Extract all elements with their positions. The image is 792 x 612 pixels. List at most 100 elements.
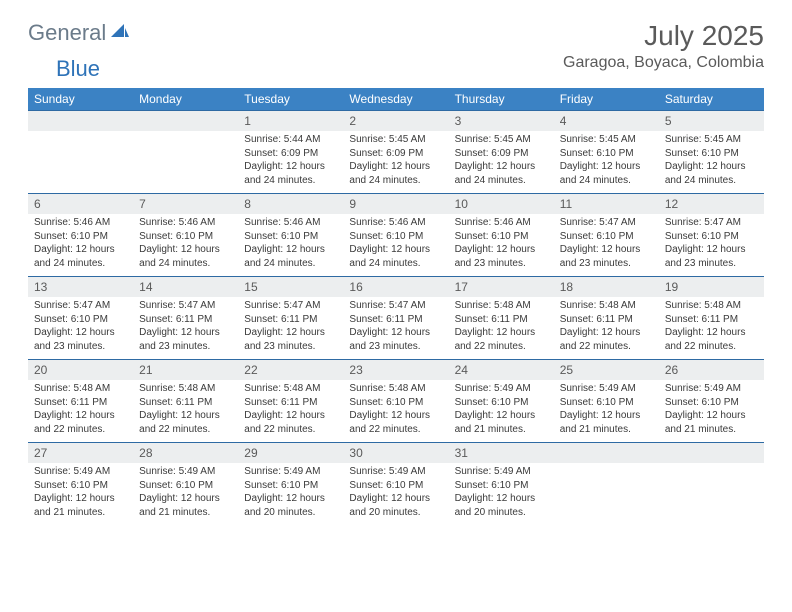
day-number-cell: [133, 111, 238, 132]
weekday-header: Sunday: [28, 88, 133, 111]
sunrise-line: Sunrise: 5:46 AM: [349, 216, 442, 230]
weekday-header: Tuesday: [238, 88, 343, 111]
day-detail-cell: Sunrise: 5:49 AMSunset: 6:10 PMDaylight:…: [449, 380, 554, 443]
daylight-line: Daylight: 12 hours and 24 minutes.: [665, 160, 758, 187]
weekday-header: Monday: [133, 88, 238, 111]
sunrise-line: Sunrise: 5:49 AM: [455, 465, 548, 479]
sunset-line: Sunset: 6:11 PM: [349, 313, 442, 327]
daylight-line: Daylight: 12 hours and 21 minutes.: [455, 409, 548, 436]
calendar-body: 12345Sunrise: 5:44 AMSunset: 6:09 PMDayl…: [28, 111, 764, 526]
day-detail-cell: Sunrise: 5:45 AMSunset: 6:10 PMDaylight:…: [659, 131, 764, 194]
sunset-line: Sunset: 6:10 PM: [455, 230, 548, 244]
sunrise-line: Sunrise: 5:47 AM: [560, 216, 653, 230]
day-number-cell: 17: [449, 277, 554, 298]
sunrise-line: Sunrise: 5:46 AM: [455, 216, 548, 230]
day-number-cell: [659, 443, 764, 464]
sunset-line: Sunset: 6:10 PM: [349, 230, 442, 244]
daylight-line: Daylight: 12 hours and 24 minutes.: [244, 160, 337, 187]
weekday-row: SundayMondayTuesdayWednesdayThursdayFrid…: [28, 88, 764, 111]
day-detail-cell: Sunrise: 5:46 AMSunset: 6:10 PMDaylight:…: [449, 214, 554, 277]
day-detail-cell: Sunrise: 5:48 AMSunset: 6:10 PMDaylight:…: [343, 380, 448, 443]
daylight-line: Daylight: 12 hours and 22 minutes.: [560, 326, 653, 353]
sunrise-line: Sunrise: 5:49 AM: [34, 465, 127, 479]
day-number-cell: 14: [133, 277, 238, 298]
sunset-line: Sunset: 6:10 PM: [665, 147, 758, 161]
weekday-header: Wednesday: [343, 88, 448, 111]
day-detail-cell: Sunrise: 5:49 AMSunset: 6:10 PMDaylight:…: [659, 380, 764, 443]
day-number-row: 20212223242526: [28, 360, 764, 381]
sunrise-line: Sunrise: 5:49 AM: [139, 465, 232, 479]
logo-sail-icon: [110, 22, 130, 45]
day-detail-cell: Sunrise: 5:49 AMSunset: 6:10 PMDaylight:…: [133, 463, 238, 525]
daylight-line: Daylight: 12 hours and 24 minutes.: [560, 160, 653, 187]
day-detail-cell: Sunrise: 5:47 AMSunset: 6:10 PMDaylight:…: [554, 214, 659, 277]
day-detail-cell: [133, 131, 238, 194]
day-detail-cell: Sunrise: 5:48 AMSunset: 6:11 PMDaylight:…: [554, 297, 659, 360]
sunrise-line: Sunrise: 5:47 AM: [244, 299, 337, 313]
sunset-line: Sunset: 6:11 PM: [139, 396, 232, 410]
daylight-line: Daylight: 12 hours and 21 minutes.: [139, 492, 232, 519]
day-detail-cell: Sunrise: 5:49 AMSunset: 6:10 PMDaylight:…: [449, 463, 554, 525]
sunrise-line: Sunrise: 5:45 AM: [665, 133, 758, 147]
daylight-line: Daylight: 12 hours and 20 minutes.: [244, 492, 337, 519]
sunset-line: Sunset: 6:10 PM: [560, 147, 653, 161]
day-number-cell: 27: [28, 443, 133, 464]
sunset-line: Sunset: 6:10 PM: [665, 396, 758, 410]
logo: General: [28, 20, 132, 46]
day-number-cell: 2: [343, 111, 448, 132]
day-detail-cell: Sunrise: 5:46 AMSunset: 6:10 PMDaylight:…: [133, 214, 238, 277]
calendar-head: SundayMondayTuesdayWednesdayThursdayFrid…: [28, 88, 764, 111]
daylight-line: Daylight: 12 hours and 24 minutes.: [34, 243, 127, 270]
sunset-line: Sunset: 6:10 PM: [455, 396, 548, 410]
sunset-line: Sunset: 6:10 PM: [349, 396, 442, 410]
sunrise-line: Sunrise: 5:49 AM: [455, 382, 548, 396]
sunset-line: Sunset: 6:11 PM: [139, 313, 232, 327]
daylight-line: Daylight: 12 hours and 22 minutes.: [665, 326, 758, 353]
sunset-line: Sunset: 6:10 PM: [560, 230, 653, 244]
sunset-line: Sunset: 6:10 PM: [665, 230, 758, 244]
day-number-cell: 13: [28, 277, 133, 298]
calendar-page: General July 2025 Garagoa, Boyaca, Colom…: [0, 0, 792, 545]
day-detail-cell: [554, 463, 659, 525]
day-number-row: 6789101112: [28, 194, 764, 215]
day-detail-cell: [659, 463, 764, 525]
sunset-line: Sunset: 6:09 PM: [455, 147, 548, 161]
day-number-row: 2728293031: [28, 443, 764, 464]
sunrise-line: Sunrise: 5:49 AM: [665, 382, 758, 396]
weekday-header: Saturday: [659, 88, 764, 111]
day-number-cell: 31: [449, 443, 554, 464]
month-title: July 2025: [563, 20, 764, 52]
sunset-line: Sunset: 6:09 PM: [349, 147, 442, 161]
sunrise-line: Sunrise: 5:45 AM: [349, 133, 442, 147]
daylight-line: Daylight: 12 hours and 24 minutes.: [349, 243, 442, 270]
daylight-line: Daylight: 12 hours and 23 minutes.: [560, 243, 653, 270]
sunset-line: Sunset: 6:10 PM: [560, 396, 653, 410]
sunrise-line: Sunrise: 5:48 AM: [665, 299, 758, 313]
day-number-cell: 30: [343, 443, 448, 464]
sunset-line: Sunset: 6:11 PM: [34, 396, 127, 410]
daylight-line: Daylight: 12 hours and 23 minutes.: [34, 326, 127, 353]
sunset-line: Sunset: 6:10 PM: [244, 230, 337, 244]
sunset-line: Sunset: 6:11 PM: [665, 313, 758, 327]
day-number-cell: 4: [554, 111, 659, 132]
day-detail-cell: Sunrise: 5:48 AMSunset: 6:11 PMDaylight:…: [238, 380, 343, 443]
daylight-line: Daylight: 12 hours and 20 minutes.: [455, 492, 548, 519]
sunrise-line: Sunrise: 5:45 AM: [560, 133, 653, 147]
day-number-cell: 11: [554, 194, 659, 215]
day-detail-cell: Sunrise: 5:47 AMSunset: 6:11 PMDaylight:…: [238, 297, 343, 360]
day-detail-cell: Sunrise: 5:46 AMSunset: 6:10 PMDaylight:…: [343, 214, 448, 277]
daylight-line: Daylight: 12 hours and 20 minutes.: [349, 492, 442, 519]
daylight-line: Daylight: 12 hours and 24 minutes.: [244, 243, 337, 270]
calendar-table: SundayMondayTuesdayWednesdayThursdayFrid…: [28, 88, 764, 525]
location: Garagoa, Boyaca, Colombia: [563, 54, 764, 72]
sunset-line: Sunset: 6:11 PM: [560, 313, 653, 327]
daylight-line: Daylight: 12 hours and 22 minutes.: [34, 409, 127, 436]
sunrise-line: Sunrise: 5:45 AM: [455, 133, 548, 147]
daylight-line: Daylight: 12 hours and 21 minutes.: [34, 492, 127, 519]
daylight-line: Daylight: 12 hours and 22 minutes.: [455, 326, 548, 353]
daylight-line: Daylight: 12 hours and 23 minutes.: [455, 243, 548, 270]
day-number-cell: 24: [449, 360, 554, 381]
day-detail-cell: Sunrise: 5:47 AMSunset: 6:11 PMDaylight:…: [133, 297, 238, 360]
day-detail-cell: Sunrise: 5:48 AMSunset: 6:11 PMDaylight:…: [28, 380, 133, 443]
day-number-cell: 22: [238, 360, 343, 381]
